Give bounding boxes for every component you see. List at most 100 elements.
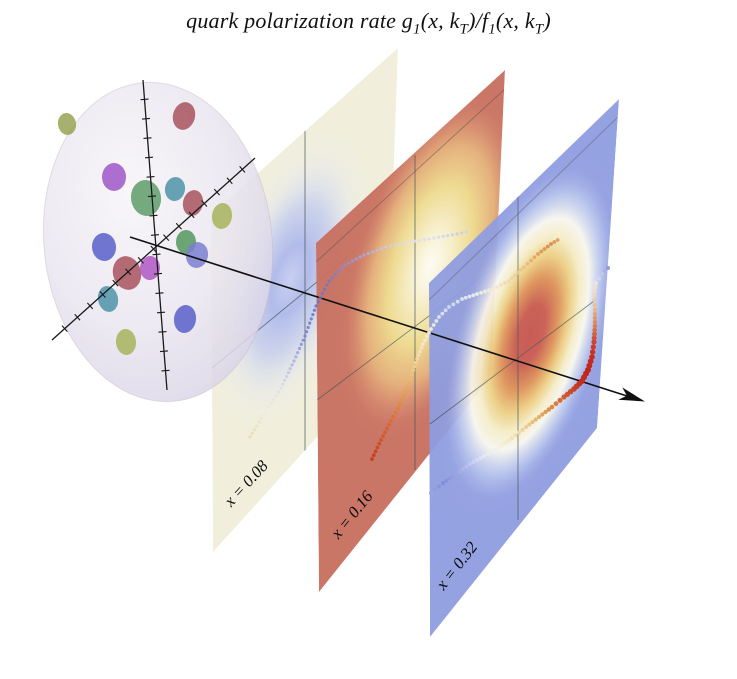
curve-dot — [406, 381, 411, 386]
curve-dot — [487, 288, 491, 293]
curve-dot — [606, 266, 610, 270]
curves-layer — [248, 230, 610, 495]
curve-dot — [557, 397, 563, 403]
curve-dot — [398, 402, 402, 406]
curve-dot — [380, 247, 384, 251]
curve-dot — [491, 287, 495, 291]
curve-dot — [303, 334, 307, 338]
curve-dot — [411, 368, 416, 373]
axis-tick — [161, 369, 170, 372]
curve-dot — [524, 425, 528, 429]
curve-dot — [539, 249, 544, 254]
curve-dot — [431, 323, 436, 327]
curve-dot — [513, 273, 517, 278]
curve-dot — [288, 367, 292, 371]
nucleon-sphere — [42, 81, 274, 403]
axis-tick — [147, 195, 157, 198]
curve-dot — [592, 293, 596, 297]
curve-dot — [432, 236, 436, 240]
figure-title: quark polarization rate g1(x, kT)/f1(x, … — [186, 8, 551, 38]
curve-dot — [371, 453, 376, 458]
axis-tick — [226, 177, 233, 185]
curve-dot — [471, 293, 476, 298]
arrow-shaft — [129, 236, 628, 397]
curve-dot — [276, 390, 281, 394]
curve-dot — [586, 362, 593, 369]
curve-dot — [553, 401, 559, 407]
axis-tick — [188, 211, 195, 219]
axis-tick — [239, 166, 246, 173]
curve-dot — [257, 420, 261, 424]
axis-tick — [74, 313, 81, 321]
curve-dot — [422, 238, 426, 242]
curve-dot — [471, 460, 476, 464]
quark-dot — [97, 286, 119, 312]
curve-dot — [371, 250, 375, 254]
curve-dot — [311, 312, 315, 317]
curve-dot — [333, 273, 337, 277]
curve-dot — [479, 290, 483, 295]
curve-dot — [499, 443, 504, 448]
curve-dot — [527, 422, 532, 427]
curve-dot — [495, 285, 499, 289]
axis-tick — [149, 214, 158, 217]
curve-dot — [294, 355, 298, 359]
curve-dot — [401, 394, 406, 398]
curve-dot — [503, 281, 507, 285]
quark-dot — [211, 203, 233, 229]
curve-dot — [312, 308, 317, 312]
curve-dot — [314, 304, 318, 308]
curve-dot — [309, 317, 313, 321]
curve-dot — [460, 297, 464, 301]
curve-dot — [408, 376, 413, 381]
curve-dot — [597, 276, 601, 281]
curve-dot — [450, 233, 454, 237]
quark-dot — [164, 177, 186, 201]
curve-dot — [441, 234, 445, 238]
panel-x032-horizontal-gridline — [429, 300, 595, 425]
curve-dot — [537, 415, 541, 419]
curve-dot — [262, 413, 266, 417]
axis-tick — [156, 311, 166, 314]
curve-dot — [530, 420, 535, 424]
curve-dot — [408, 240, 412, 244]
curve-dot — [410, 372, 414, 376]
curve-dot — [591, 335, 597, 341]
curve-dot — [284, 374, 289, 379]
curve-dot — [398, 242, 402, 246]
quark-dot — [115, 329, 137, 355]
curve-dot — [437, 315, 441, 319]
curve-dot — [269, 401, 273, 405]
curve-dot — [444, 478, 449, 483]
curve-dot — [589, 354, 595, 360]
curve-dot — [475, 458, 479, 462]
curve-dot — [427, 237, 431, 241]
curve-dot — [437, 235, 441, 239]
curve-dot — [281, 382, 285, 386]
curve-dot — [370, 457, 374, 461]
axis-tick — [125, 268, 132, 276]
curve-dot — [373, 449, 378, 454]
curve-dot — [540, 412, 545, 417]
axis-tick — [152, 253, 161, 256]
axis-tick — [86, 302, 94, 310]
curve-dot — [510, 436, 514, 440]
curve-dot — [264, 409, 268, 413]
curve-dot — [446, 234, 450, 238]
curve-dot — [592, 327, 598, 333]
curve-dot — [483, 289, 487, 294]
curve-dot — [283, 378, 287, 382]
curve-dot — [362, 253, 366, 257]
curve-dot — [381, 434, 385, 439]
curve-dot — [394, 243, 398, 247]
quark-dot — [57, 113, 77, 135]
curve-dot — [366, 251, 370, 255]
curve-dot — [318, 296, 322, 300]
axis-tick — [163, 234, 170, 241]
curve-dot — [499, 283, 503, 287]
curve-dot — [434, 319, 439, 323]
curve-dot — [358, 255, 362, 259]
curve-dot — [457, 469, 462, 474]
curve-dot — [308, 321, 312, 325]
